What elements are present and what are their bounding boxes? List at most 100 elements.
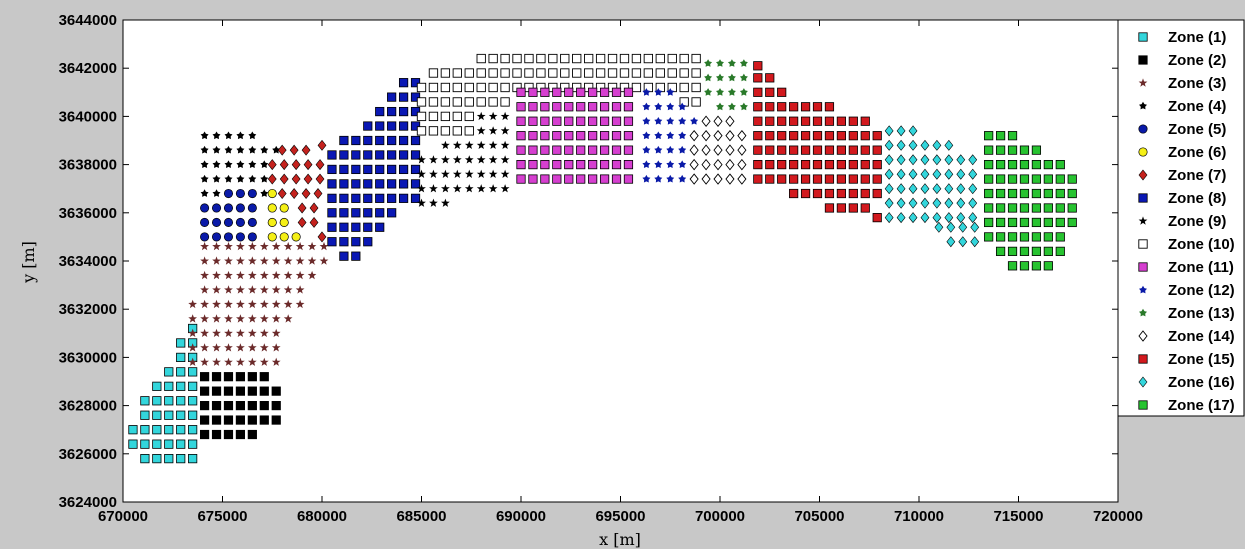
zone-9-point — [464, 140, 474, 149]
zone-17-point — [1007, 188, 1018, 199]
zone-9-point — [476, 169, 486, 178]
zone-15-point — [765, 73, 775, 83]
zone-15-point — [860, 203, 870, 213]
zone-15-point — [789, 102, 799, 112]
legend-marker — [1139, 308, 1147, 317]
zone-17-point — [1007, 232, 1018, 242]
legend-marker — [1138, 55, 1148, 65]
zone-10-point — [476, 82, 486, 93]
zone-8-point — [339, 135, 349, 146]
legend-label: Zone (7) — [1168, 167, 1226, 184]
zone-9-point — [476, 140, 486, 149]
zone-10-point — [428, 97, 439, 107]
zone-16-point — [944, 154, 954, 166]
zone-14-point — [713, 173, 723, 185]
zone-11-point — [516, 116, 526, 126]
x-tick-label: 710000 — [894, 508, 944, 525]
zone-3-point — [224, 270, 233, 280]
zone-15-point — [777, 145, 787, 155]
zone-15-point — [753, 159, 763, 170]
zone-15-point — [753, 145, 763, 155]
zone-14-point — [689, 129, 699, 142]
zone-10-point — [464, 97, 474, 107]
zone-16-point — [896, 139, 906, 151]
zone-11-point — [528, 87, 538, 97]
zone-7-point — [291, 159, 301, 171]
zone-3-point — [248, 299, 257, 309]
zone-16-point — [968, 197, 978, 209]
zone-10-point — [488, 97, 498, 107]
zone-15-point — [836, 145, 846, 155]
zone-8-point — [363, 164, 373, 175]
zone-12-point — [666, 131, 675, 140]
y-tick-label: 3642000 — [59, 60, 117, 77]
zone-2-point — [199, 415, 210, 425]
zone-11-point — [552, 102, 562, 112]
zone-5-point — [235, 203, 245, 213]
zone-3-point — [259, 256, 269, 265]
zone-12-point — [642, 131, 651, 140]
zone-5-point — [223, 217, 234, 227]
legend-marker — [1138, 354, 1148, 364]
zone-9-point — [476, 184, 486, 193]
zone-11-point — [576, 87, 586, 97]
zone-3-point — [224, 314, 233, 323]
zone-16-point — [896, 168, 906, 180]
zone-9-point — [441, 155, 450, 164]
y-tick-label: 3624000 — [59, 494, 117, 511]
zone-16-point — [896, 154, 906, 166]
zone-11-point — [623, 145, 634, 155]
zone-15-point — [848, 203, 858, 213]
zone-11-point — [599, 174, 610, 184]
zone-1-point — [176, 439, 186, 449]
zone-9-point — [488, 140, 498, 149]
zone-14-point — [689, 144, 699, 156]
zone-8-point — [339, 150, 349, 160]
legend-item: Zone (11) — [1138, 259, 1234, 276]
zone-3-point — [236, 299, 245, 309]
zone-17-point — [995, 131, 1006, 141]
zone-15-point — [836, 203, 846, 213]
zone-1-series — [128, 323, 198, 464]
zone-16-point — [932, 197, 942, 209]
zone-10-point — [691, 53, 701, 64]
zone-9-point — [500, 184, 510, 193]
zone-8-point — [363, 150, 373, 160]
zone-7-point — [317, 139, 327, 151]
zone-3-point — [224, 241, 233, 251]
zone-10-point — [452, 97, 462, 107]
zone-6-point — [267, 188, 277, 199]
zone-12-point — [654, 117, 663, 125]
zone-15-point — [848, 131, 858, 141]
zone-10-point — [667, 53, 677, 64]
zone-15-point — [812, 159, 823, 170]
zone-4-point — [248, 131, 257, 140]
zone-16-point — [920, 212, 930, 224]
zone-3-point — [259, 299, 269, 309]
legend-label: Zone (11) — [1168, 259, 1234, 276]
zone-13-point — [716, 102, 724, 111]
zone-1-point — [164, 381, 174, 391]
zone-14-point — [689, 173, 699, 185]
zone-14-point — [701, 173, 711, 185]
zone-16-point — [932, 168, 942, 180]
zone-1-point — [176, 352, 186, 363]
zone-2-point — [259, 415, 269, 425]
zone-16-point — [944, 197, 954, 209]
zone-10-point — [643, 68, 654, 78]
zone-3-point — [259, 328, 269, 337]
zone-3-point — [248, 241, 257, 251]
zone-10-point — [512, 68, 522, 78]
zone-15-point — [800, 188, 811, 199]
zone-3-point — [236, 256, 245, 265]
zone-1-point — [164, 367, 174, 377]
zone-2-point — [247, 372, 257, 382]
legend-label: Zone (10) — [1168, 236, 1235, 253]
zone-3-point — [236, 343, 245, 352]
zone-2-point — [199, 372, 210, 382]
zone-5-series — [200, 188, 257, 242]
zone-11-point — [611, 87, 622, 97]
zone-15-point — [824, 203, 835, 213]
zone-1-point — [164, 425, 174, 435]
zone-17-point — [1019, 145, 1030, 155]
